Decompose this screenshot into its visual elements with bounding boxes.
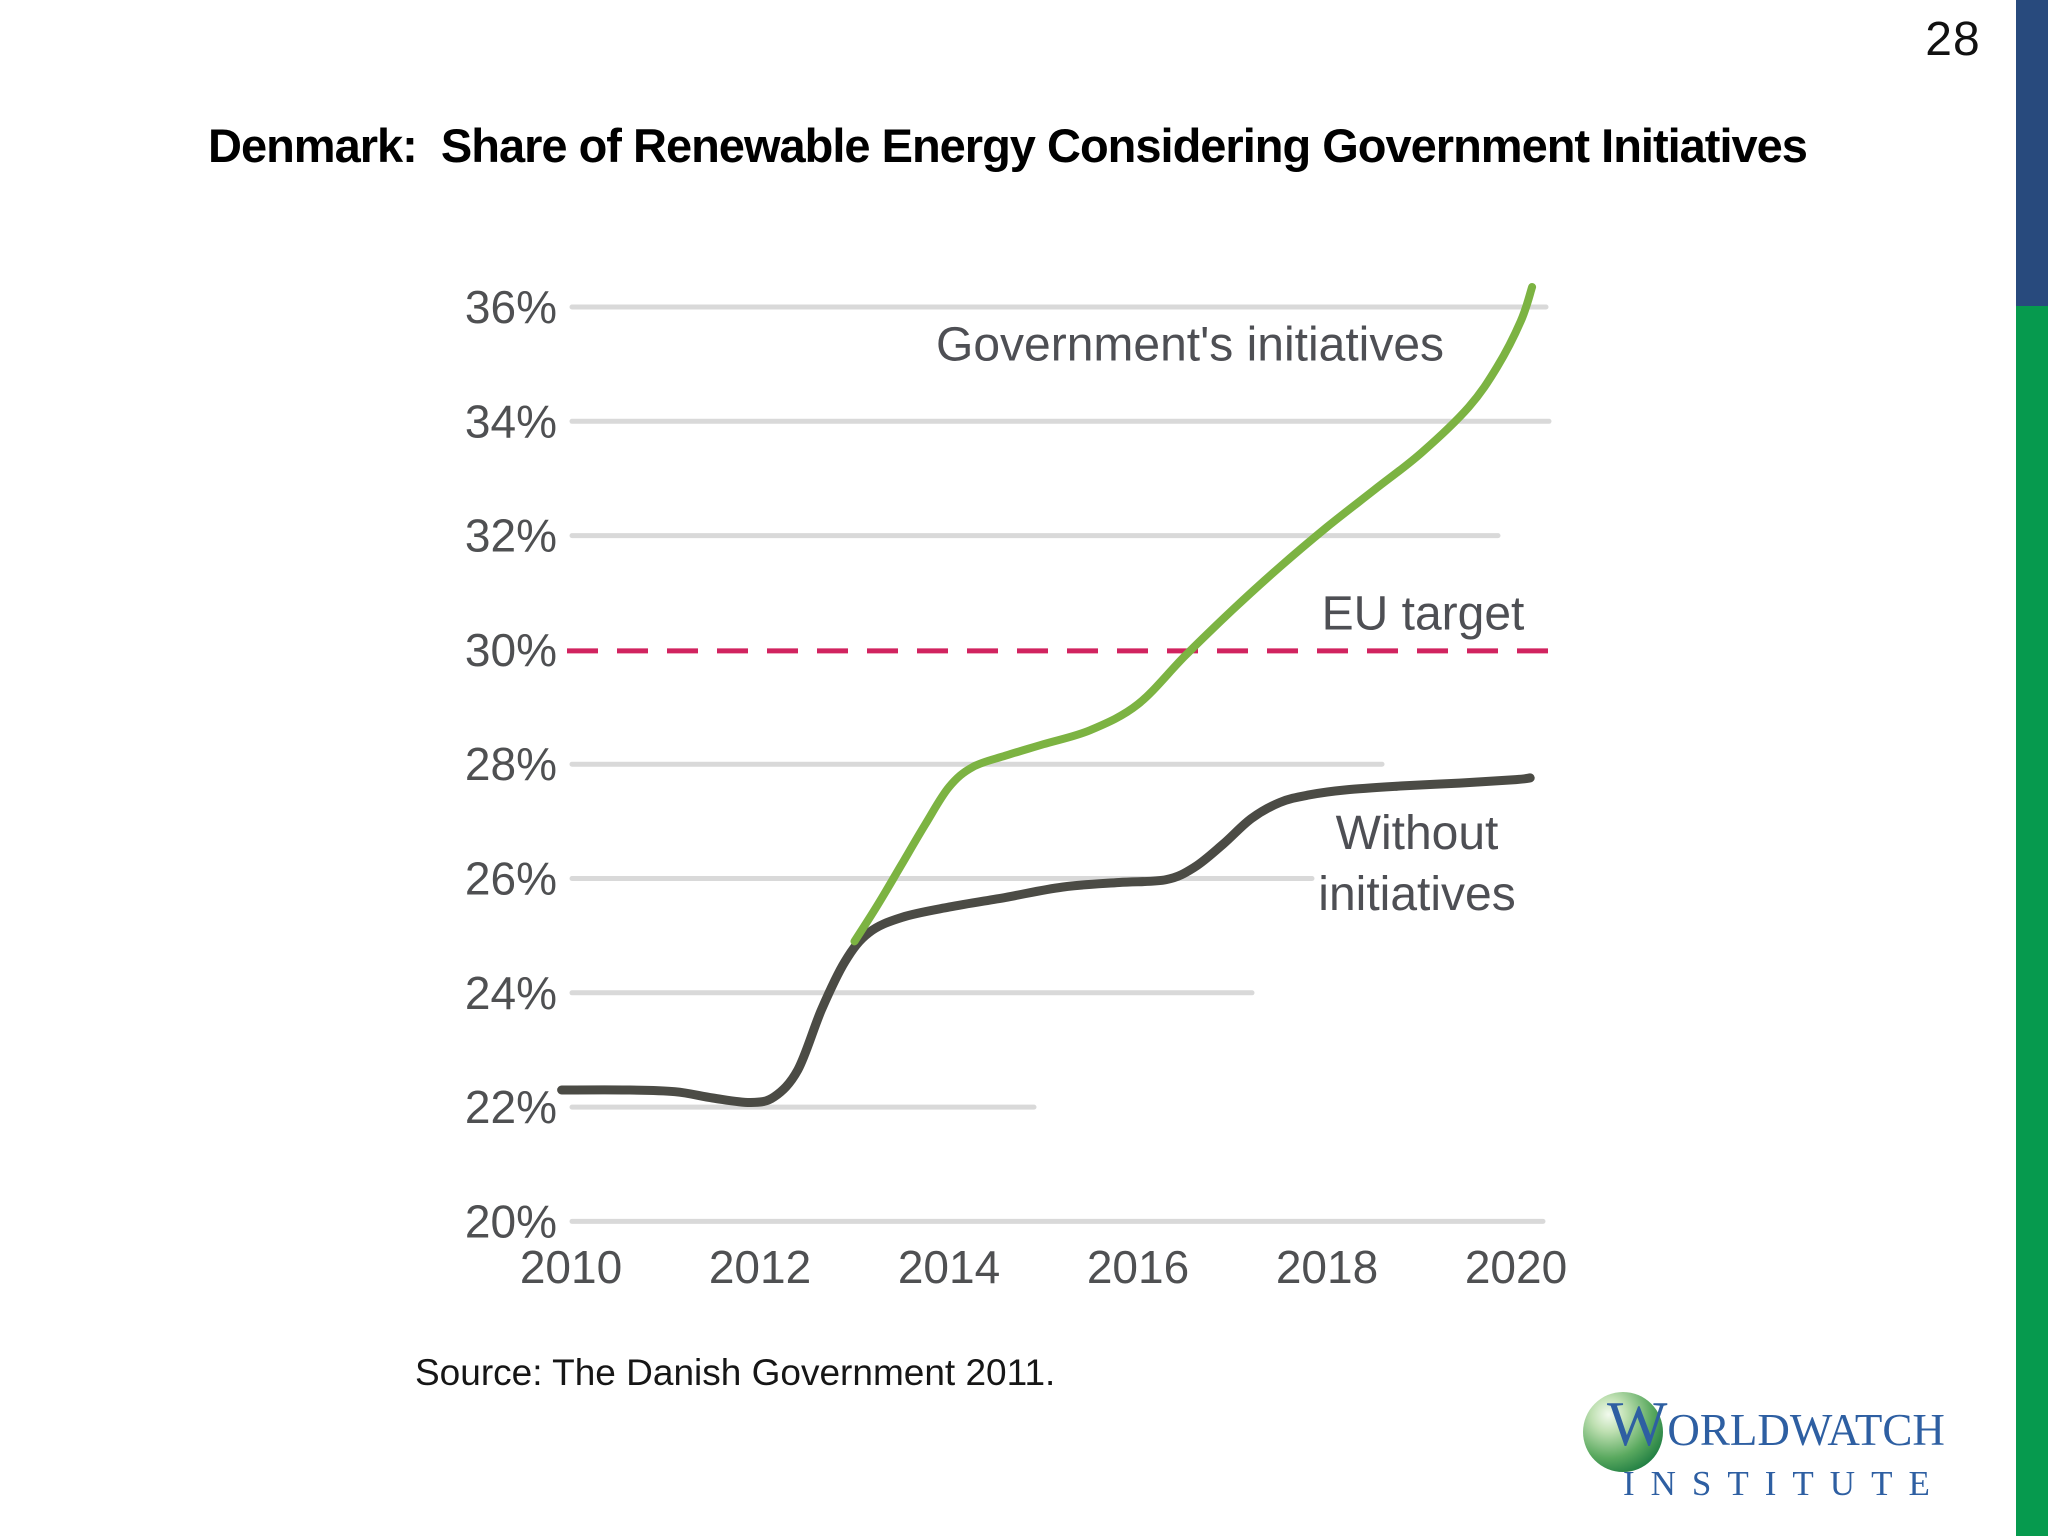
worldwatch-institute-logo: WORLDWATCH INSTITUTE (1583, 1388, 1946, 1520)
y-tick-label-30: 30% (465, 624, 557, 676)
edge-bar-blue (2016, 0, 2048, 306)
logo-text-worldwatch: WORLDWATCH (1607, 1388, 1945, 1459)
y-tick-label-34: 34% (465, 395, 557, 447)
y-tick-label-24: 24% (465, 967, 557, 1019)
x-tick-label-2012: 2012 (709, 1241, 811, 1293)
x-tick-label-2018: 2018 (1276, 1241, 1378, 1293)
page-number: 28 (1925, 13, 1981, 66)
series-label-without-initiatives: Without initiatives (1318, 803, 1515, 925)
series-label-without-line2: initiatives (1318, 868, 1516, 921)
y-tick-label-20: 20% (465, 1195, 557, 1247)
y-tick-label-32: 32% (465, 510, 557, 562)
source-citation: Source: The Danish Government 2011. (415, 1352, 1056, 1393)
y-tick-label-22: 22% (465, 1081, 557, 1133)
series-label-without-line1: Without (1335, 807, 1499, 860)
logo-text-institute: INSTITUTE (1623, 1464, 1946, 1503)
edge-bar-green (2016, 306, 2048, 1536)
slide-title: Denmark: Share of Renewable Energy Consi… (208, 119, 1808, 172)
x-tick-label-2014: 2014 (898, 1241, 1000, 1293)
x-tick-label-2020: 2020 (1465, 1241, 1567, 1293)
series-path-without-initiatives (557, 773, 1535, 1108)
x-tick-label-2016: 2016 (1087, 1241, 1189, 1293)
y-tick-label-26: 26% (465, 853, 557, 905)
series-label-government-initiatives: Government's initiatives (935, 318, 1445, 372)
series-path-government-s-initiatives (850, 283, 1537, 946)
eu-target-label: EU target (1321, 587, 1525, 641)
globe-icon (1583, 1392, 1663, 1472)
y-tick-label-28: 28% (465, 738, 557, 790)
x-tick-label-2010: 2010 (520, 1241, 622, 1293)
y-tick-label-36: 36% (465, 281, 557, 333)
